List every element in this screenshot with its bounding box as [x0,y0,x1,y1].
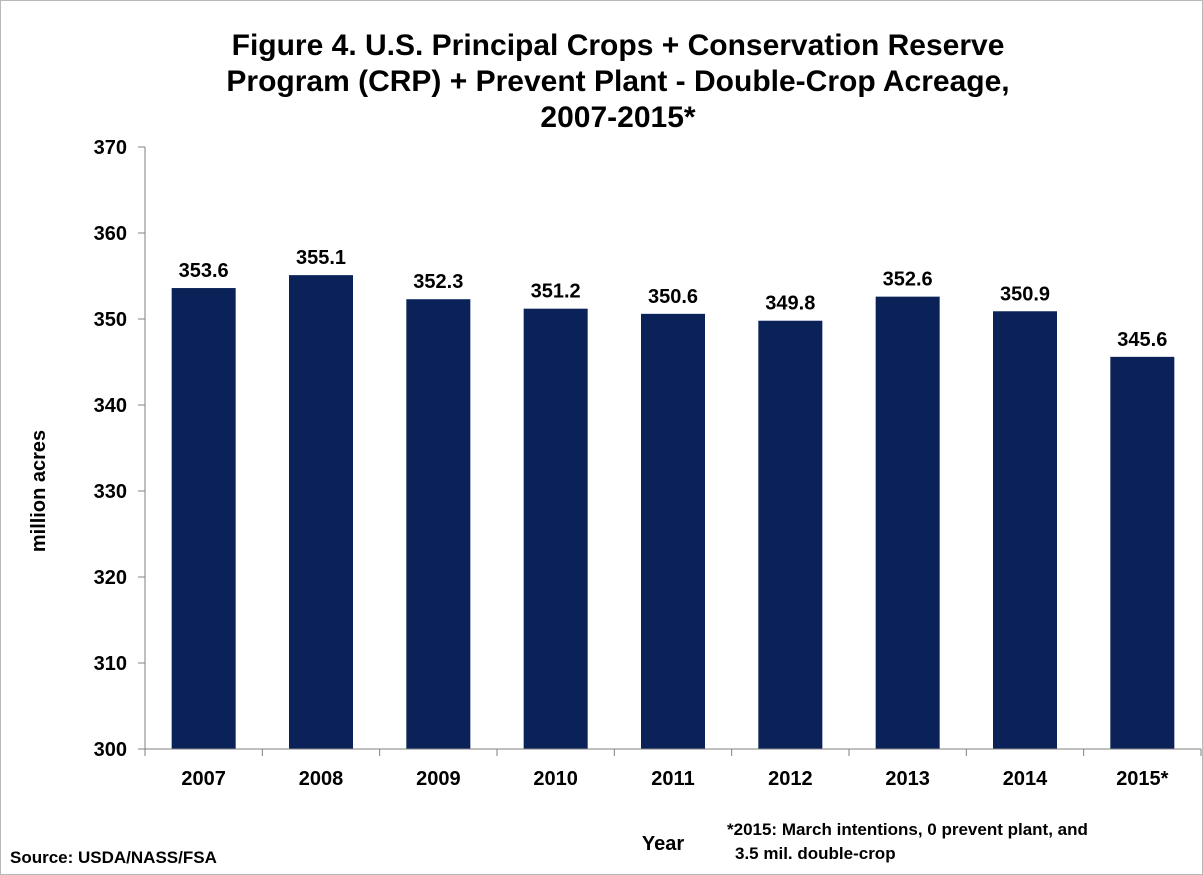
bar-2010 [523,308,588,749]
source-note: Source: USDA/NASS/FSA [10,848,217,867]
bar-2007 [171,288,236,749]
footnote-line-1: *2015: March intentions, 0 prevent plant… [727,820,1088,839]
y-tick-label: 350 [94,309,127,331]
y-tick-label: 300 [94,739,127,761]
x-axis-label: Year [642,833,684,855]
y-tick-label: 360 [94,223,127,245]
data-label: 352.3 [413,271,463,293]
data-label: 350.6 [648,286,698,308]
x-tick-label: 2008 [299,768,344,790]
y-axis-label: million acres [28,430,50,552]
chart-title-line-3: 2007-2015* [540,101,695,134]
y-tick-label: 370 [94,137,127,159]
bar-2013 [875,296,940,749]
x-axis-ticks: 2007 2008 2009 2010 2011 2012 2013 2014 2015* [181,768,1168,790]
chart-title: Figure 4. U.S. Principal Crops + Conserv… [226,29,1009,134]
chart-title-line-2: Program (CRP) + Prevent Plant - Double-C… [226,65,1009,98]
bar-2008 [289,275,353,749]
x-tick-label: 2009 [416,768,461,790]
data-label: 352.6 [883,269,933,291]
bar-2009 [406,299,471,749]
data-label: 350.9 [1000,283,1050,305]
x-tick-label: 2007 [181,768,226,790]
axes [138,146,1202,756]
x-tick-label: 2015* [1116,768,1168,790]
data-label: 349.8 [765,293,815,315]
bar-2011 [641,313,705,749]
y-tick-label: 320 [94,567,127,589]
x-tick-label: 2014 [1003,768,1048,790]
y-axis-ticks: 300 310 320 330 340 350 360 370 [94,137,127,761]
y-tick-label: 310 [94,653,127,675]
x-tick-label: 2012 [768,768,813,790]
data-label: 353.6 [179,260,229,282]
data-label: 345.6 [1117,329,1167,351]
data-label: 351.2 [531,281,581,303]
bar-2012 [758,320,823,749]
x-tick-label: 2011 [651,768,694,790]
x-tick-label: 2013 [885,768,930,790]
x-tick-label: 2010 [533,768,578,790]
chart-title-line-1: Figure 4. U.S. Principal Crops + Conserv… [232,29,1005,62]
footnote-line-2: 3.5 mil. double-crop [735,844,896,863]
data-labels: 353.6 355.1 352.3 351.2 350.6 349.8 352.6 350.9… [179,247,1168,351]
bar-2014 [993,311,1057,749]
y-tick-label: 330 [94,481,127,503]
data-label: 355.1 [296,247,346,269]
y-tick-label: 340 [94,395,127,417]
bar-2015 [1110,356,1175,749]
bars [171,275,1175,749]
